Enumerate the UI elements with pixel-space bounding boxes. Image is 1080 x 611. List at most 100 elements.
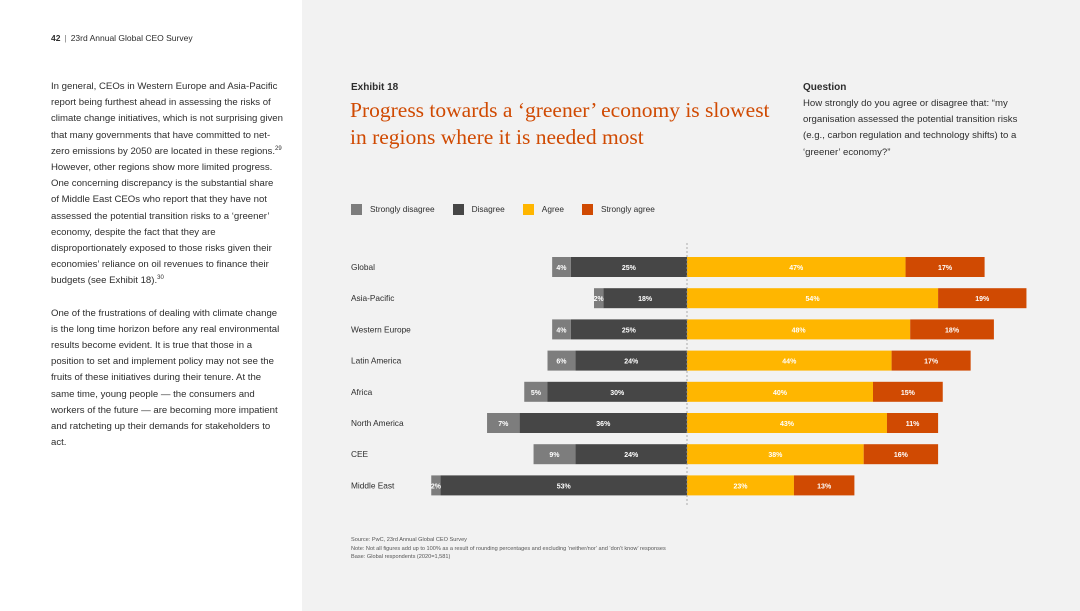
bars-group [431, 257, 1027, 496]
bar-africa-strongly-agree [873, 381, 943, 402]
bar-western-europe-agree [687, 319, 911, 340]
chart-svg: Global 25% 4% 47% 17% Asia-Pacific 18% 2% 54% 19%… [351, 243, 1027, 506]
legend-item-agree: Agree [522, 203, 564, 215]
data-label-western-europe-strongly-agree: 18% [945, 327, 960, 334]
bar-middle-east-strongly-disagree [431, 475, 441, 496]
bar-middle-east-disagree [440, 475, 687, 496]
legend-label-strongly-disagree: Strongly disagree [370, 204, 435, 214]
diverging-bar-chart: Global 25% 4% 47% 17% Asia-Pacific 18% 2% 54% 19%… [302, 240, 1080, 510]
data-label-western-europe-disagree: 25% [622, 327, 637, 334]
question-text: How strongly do you agree or disagree th… [803, 98, 1018, 158]
legend-item-disagree: Disagree [452, 203, 505, 215]
category-label-western-europe: Western Europe [351, 324, 411, 334]
legend-swatch-agree [522, 203, 534, 215]
bar-global-strongly-agree [905, 257, 985, 277]
legend-label-disagree: Disagree [471, 204, 505, 214]
bar-latin-america-disagree [575, 350, 687, 371]
bar-north-america-strongly-disagree [487, 413, 520, 433]
legend-label-strongly-agree: Strongly agree [600, 204, 655, 214]
labels-group: Global 25% 4% 47% 17% Asia-Pacific 18% 2% 54% 19%… [351, 262, 990, 490]
data-label-asia-pacific-strongly-disagree: 2% [594, 296, 605, 303]
data-label-cee-disagree: 24% [624, 452, 639, 459]
page-number: 42 [51, 33, 61, 43]
data-label-middle-east-agree: 23% [733, 483, 748, 490]
question-label: Question [803, 82, 847, 93]
data-label-africa-strongly-agree: 15% [901, 390, 916, 397]
legend-item-strongly-disagree: Strongly disagree [351, 203, 435, 215]
body-text: In general, CEOs in Western Europe and A… [51, 79, 283, 467]
category-label-global: Global [351, 262, 375, 272]
base-line: Base: Global respondents (2020=1,581) [351, 554, 451, 561]
bar-middle-east-agree [687, 475, 794, 496]
bar-africa-strongly-disagree [524, 381, 548, 402]
data-label-global-strongly-disagree: 4% [556, 265, 567, 272]
header-separator: | [64, 33, 67, 43]
data-label-north-america-strongly-disagree: 7% [498, 421, 509, 428]
data-label-asia-pacific-strongly-agree: 19% [975, 296, 990, 303]
legend-swatch-disagree [452, 203, 464, 215]
bar-africa-disagree [547, 381, 687, 402]
category-label-asia-pacific: Asia-Pacific [351, 293, 394, 303]
bar-asia-pacific-strongly-agree [938, 288, 1027, 309]
left-column: 42 | 23rd Annual Global CEO Survey In gene… [0, 0, 302, 611]
source-line: Source: PwC, 23rd Annual Global CEO Surv… [351, 537, 467, 543]
data-label-north-america-disagree: 36% [596, 421, 611, 428]
body-paragraph-1: In general, CEOs in Western Europe and A… [51, 79, 283, 290]
data-label-middle-east-strongly-agree: 13% [817, 483, 832, 490]
data-label-cee-agree: 38% [768, 452, 783, 459]
bar-africa-agree [687, 381, 873, 402]
bar-north-america-disagree [519, 413, 687, 433]
bar-north-america-strongly-agree [886, 413, 939, 433]
data-label-latin-america-disagree: 24% [624, 359, 639, 366]
note-line: Note: Not all figures add up to 100% as … [351, 545, 666, 552]
bar-middle-east-strongly-agree [793, 475, 855, 496]
page-header: 42 | 23rd Annual Global CEO Survey [51, 33, 193, 43]
bar-north-america-agree [687, 413, 887, 433]
data-label-asia-pacific-agree: 54% [806, 296, 821, 303]
legend-item-strongly-agree: Strongly agree [581, 203, 655, 215]
data-label-asia-pacific-disagree: 18% [638, 296, 653, 303]
bar-cee-agree [687, 444, 864, 465]
chart-legend: Strongly disagree Disagree Agree Strongl… [351, 202, 673, 216]
data-label-africa-agree: 40% [773, 390, 788, 397]
footnote-ref-29: 29 [274, 145, 282, 152]
bar-global-strongly-disagree [552, 257, 571, 277]
bar-asia-pacific-disagree [603, 288, 687, 309]
category-label-latin-america: Latin America [351, 356, 402, 366]
para1-text: In general, CEOs in Western Europe and A… [51, 81, 283, 157]
bar-latin-america-strongly-disagree [547, 350, 576, 371]
data-label-latin-america-strongly-disagree: 6% [556, 359, 567, 366]
bar-cee-strongly-agree [863, 444, 939, 465]
data-label-middle-east-disagree: 53% [557, 483, 572, 490]
data-label-western-europe-strongly-disagree: 4% [556, 327, 567, 334]
bar-western-europe-disagree [570, 319, 687, 340]
legend-label-agree: Agree [541, 204, 564, 214]
data-label-north-america-strongly-agree: 11% [906, 421, 920, 428]
footnote-ref-30: 30 [157, 275, 164, 282]
legend-swatch-strongly-disagree [351, 203, 362, 215]
bar-asia-pacific-strongly-disagree [594, 288, 604, 309]
data-label-africa-disagree: 30% [610, 390, 625, 397]
bar-latin-america-agree [687, 350, 892, 371]
publication-title: 23rd Annual Global CEO Survey [70, 33, 193, 43]
exhibit-label: Exhibit 18 [351, 82, 399, 93]
data-label-middle-east-strongly-disagree: 2% [431, 483, 442, 490]
category-label-middle-east: Middle East [351, 480, 395, 490]
para1-continued: However, other regions show more limited… [51, 162, 274, 287]
bar-global-agree [687, 257, 906, 277]
bar-cee-strongly-disagree [533, 444, 576, 465]
body-paragraph-2: One of the frustrations of dealing with … [51, 307, 280, 449]
bar-western-europe-strongly-agree [910, 319, 994, 340]
data-label-global-disagree: 25% [622, 265, 637, 272]
legend-swatch-strongly-agree [581, 203, 593, 215]
data-label-global-strongly-agree: 17% [938, 265, 953, 272]
bar-asia-pacific-agree [687, 288, 939, 309]
data-label-western-europe-agree: 48% [792, 327, 807, 334]
data-label-global-agree: 47% [789, 265, 804, 272]
data-label-africa-strongly-disagree: 5% [531, 390, 542, 397]
source-notes: Source: PwC, 23rd Annual Global CEO Surv… [351, 536, 666, 562]
data-label-latin-america-agree: 44% [782, 359, 797, 366]
bar-western-europe-strongly-disagree [552, 319, 571, 340]
exhibit-title: Progress towards a ‘greener’ economy is … [350, 98, 770, 149]
category-label-north-america: North America [351, 418, 404, 428]
